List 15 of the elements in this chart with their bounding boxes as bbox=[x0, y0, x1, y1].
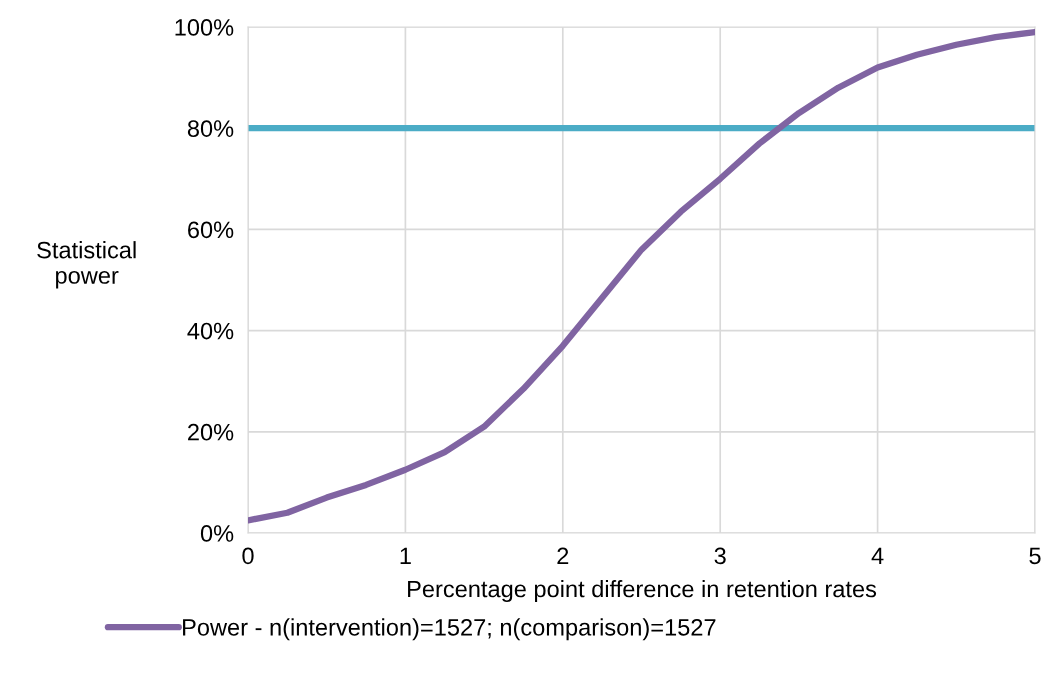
x-tick-label: 2 bbox=[557, 547, 569, 564]
y-tick-label: 0% bbox=[200, 525, 234, 542]
x-tick-label: 4 bbox=[871, 547, 884, 564]
x-axis-title: Percentage point difference in retention rates bbox=[408, 580, 877, 603]
y-tick-label: 60% bbox=[188, 221, 234, 239]
x-tick-label: 0 bbox=[242, 547, 254, 565]
y-tick-label: 40% bbox=[187, 322, 234, 340]
x-tick-label: 1 bbox=[400, 547, 411, 564]
x-tick-label: 5 bbox=[1029, 547, 1041, 565]
legend-label: Power - n(intervention)=1527; n(comparison)=1527 bbox=[183, 618, 716, 641]
x-tick-label: 3 bbox=[714, 547, 726, 565]
y-tick-label: 20% bbox=[188, 423, 234, 441]
y-axis-title: Statistical power bbox=[37, 241, 136, 289]
y-tick-label: 80% bbox=[187, 120, 234, 137]
y-tick-label: 100% bbox=[175, 19, 234, 36]
